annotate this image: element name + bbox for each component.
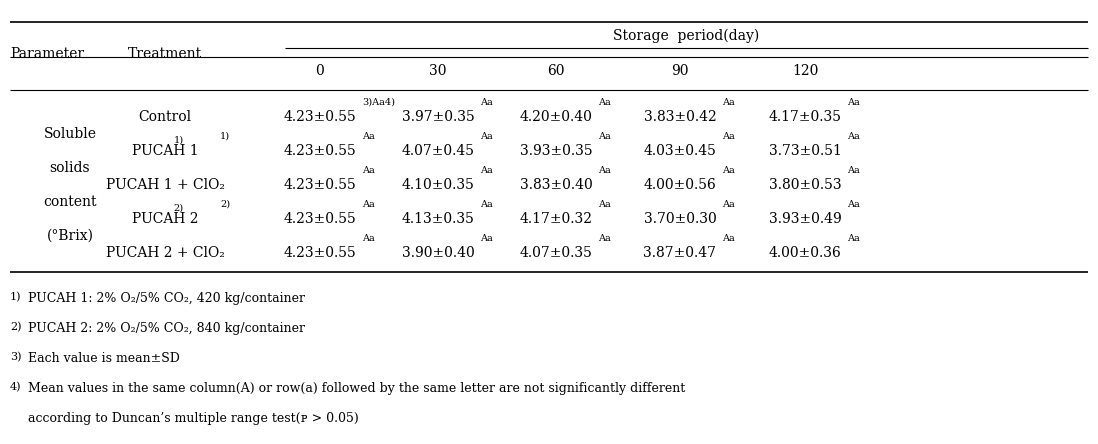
Text: Aa: Aa <box>598 166 610 175</box>
Text: 3.87±0.47: 3.87±0.47 <box>643 246 717 260</box>
Text: Aa: Aa <box>480 166 493 175</box>
Text: Control: Control <box>138 110 191 124</box>
Text: 3.97±0.35: 3.97±0.35 <box>402 110 474 124</box>
Text: Aa: Aa <box>362 234 374 243</box>
Text: 4.03±0.45: 4.03±0.45 <box>643 144 716 158</box>
Text: 4.23±0.55: 4.23±0.55 <box>283 144 357 158</box>
Text: 4.23±0.55: 4.23±0.55 <box>283 178 357 192</box>
Text: 4.13±0.35: 4.13±0.35 <box>402 212 474 226</box>
Text: 3.93±0.49: 3.93±0.49 <box>769 212 841 226</box>
Text: Aa: Aa <box>480 98 493 107</box>
Text: PUCAH 1: 2% O₂/5% CO₂, 420 kg/container: PUCAH 1: 2% O₂/5% CO₂, 420 kg/container <box>29 292 305 305</box>
Text: Aa: Aa <box>598 234 610 243</box>
Text: Aa: Aa <box>722 234 735 243</box>
Text: 4): 4) <box>10 382 22 392</box>
Text: 1): 1) <box>173 135 183 144</box>
Text: 4.23±0.55: 4.23±0.55 <box>283 212 357 226</box>
Text: PUCAH 2: 2% O₂/5% CO₂, 840 kg/container: PUCAH 2: 2% O₂/5% CO₂, 840 kg/container <box>29 322 305 335</box>
Text: Aa: Aa <box>480 132 493 141</box>
Text: 3.83±0.40: 3.83±0.40 <box>519 178 593 192</box>
Text: 90: 90 <box>671 64 688 78</box>
Text: Aa: Aa <box>847 234 860 243</box>
Text: 1): 1) <box>10 292 22 302</box>
Text: Aa: Aa <box>362 200 374 209</box>
Text: 3)Aa4): 3)Aa4) <box>362 98 395 107</box>
Text: PUCAH 2: PUCAH 2 <box>132 212 199 226</box>
Text: 3.83±0.42: 3.83±0.42 <box>643 110 716 124</box>
Text: according to Duncan’s multiple range test(ᴘ > 0.05): according to Duncan’s multiple range tes… <box>29 412 359 425</box>
Text: Soluble: Soluble <box>44 127 97 141</box>
Text: (°Brix): (°Brix) <box>46 229 93 243</box>
Text: Storage  period(day): Storage period(day) <box>614 29 760 43</box>
Text: Mean values in the same column(A) or row(a) followed by the same letter are not : Mean values in the same column(A) or row… <box>29 382 685 395</box>
Text: 4.20±0.40: 4.20±0.40 <box>519 110 593 124</box>
Text: 4.07±0.45: 4.07±0.45 <box>402 144 474 158</box>
Text: 4.00±0.56: 4.00±0.56 <box>643 178 716 192</box>
Text: 120: 120 <box>792 64 818 78</box>
Text: PUCAH 1 + ClO₂: PUCAH 1 + ClO₂ <box>105 178 224 192</box>
Text: Aa: Aa <box>722 132 735 141</box>
Text: 2): 2) <box>173 203 183 212</box>
Text: 30: 30 <box>429 64 447 78</box>
Text: Aa: Aa <box>362 132 374 141</box>
Text: 4.10±0.35: 4.10±0.35 <box>402 178 474 192</box>
Text: 3.73±0.51: 3.73±0.51 <box>769 144 841 158</box>
Text: Aa: Aa <box>722 200 735 209</box>
Text: solids: solids <box>49 161 90 175</box>
Text: Aa: Aa <box>722 166 735 175</box>
Text: Aa: Aa <box>847 166 860 175</box>
Text: 3.90±0.40: 3.90±0.40 <box>402 246 474 260</box>
Text: 1): 1) <box>220 132 231 141</box>
Text: 0: 0 <box>315 64 324 78</box>
Text: Aa: Aa <box>847 132 860 141</box>
Text: Aa: Aa <box>598 200 610 209</box>
Text: Aa: Aa <box>598 98 610 107</box>
Text: PUCAH 2 + ClO₂: PUCAH 2 + ClO₂ <box>105 246 224 260</box>
Text: Aa: Aa <box>480 200 493 209</box>
Text: Aa: Aa <box>362 166 374 175</box>
Text: 4.00±0.36: 4.00±0.36 <box>769 246 841 260</box>
Text: PUCAH 1: PUCAH 1 <box>132 144 199 158</box>
Text: 4.17±0.35: 4.17±0.35 <box>769 110 841 124</box>
Text: 2): 2) <box>220 200 231 209</box>
Text: 3): 3) <box>10 352 22 362</box>
Text: 3.70±0.30: 3.70±0.30 <box>643 212 716 226</box>
Text: Each value is mean±SD: Each value is mean±SD <box>29 352 180 365</box>
Text: Parameter: Parameter <box>10 47 85 61</box>
Text: Aa: Aa <box>722 98 735 107</box>
Text: 4.23±0.55: 4.23±0.55 <box>283 110 357 124</box>
Text: content: content <box>43 195 97 209</box>
Text: 3.80±0.53: 3.80±0.53 <box>769 178 841 192</box>
Text: 4.07±0.35: 4.07±0.35 <box>519 246 593 260</box>
Text: 60: 60 <box>547 64 564 78</box>
Text: Aa: Aa <box>847 98 860 107</box>
Text: 2): 2) <box>10 322 22 332</box>
Text: 3.93±0.35: 3.93±0.35 <box>519 144 592 158</box>
Text: Aa: Aa <box>480 234 493 243</box>
Text: Aa: Aa <box>847 200 860 209</box>
Text: Aa: Aa <box>598 132 610 141</box>
Text: Treatment: Treatment <box>128 47 202 61</box>
Text: 4.17±0.32: 4.17±0.32 <box>519 212 593 226</box>
Text: 4.23±0.55: 4.23±0.55 <box>283 246 357 260</box>
